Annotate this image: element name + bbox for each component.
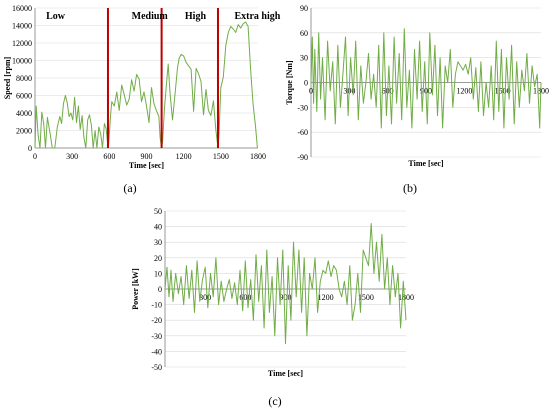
c-y-tick-label: 40 <box>154 223 162 232</box>
b-y-tick-label: 30 <box>300 54 308 63</box>
b-y-tick-label: 60 <box>300 29 308 38</box>
c-x-tick-label: 300 <box>199 293 211 302</box>
a-y-tick-label: 6000 <box>16 92 32 101</box>
a-y-tick-label: 8000 <box>16 74 32 83</box>
a-x-tick-label: 600 <box>103 152 115 161</box>
power-x-axis-label: Time [sec] <box>268 369 304 378</box>
a-x-tick-label: 1800 <box>250 152 266 161</box>
caption-c: (c) <box>268 394 281 408</box>
speed-x-tick-labels: 0 300 600 900 1200 1500 1800 <box>33 152 266 161</box>
caption-a: (a) <box>123 181 136 195</box>
c-y-tick-label: -10 <box>151 301 162 310</box>
c-x-tick-label: 1800 <box>398 293 414 302</box>
a-y-tick-label: 14000 <box>12 22 32 31</box>
b-y-tick-label: -90 <box>297 153 308 162</box>
speed-zone-labels: Low Medium High Extra high <box>46 11 281 22</box>
a-x-tick-label: 900 <box>141 152 153 161</box>
c-y-tick-label: 30 <box>154 238 162 247</box>
b-x-tick-label: 1200 <box>456 87 472 96</box>
c-y-tick-label: -50 <box>151 363 162 372</box>
b-y-tick-label: -60 <box>297 128 308 137</box>
b-y-tick-label: 90 <box>300 4 308 13</box>
c-y-tick-label: 50 <box>154 207 162 216</box>
speed-zone-dividers <box>106 8 219 148</box>
torque-y-tick-labels: -90 -60 -30 0 30 60 90 <box>297 4 308 162</box>
c-x-tick-label: 900 <box>280 293 292 302</box>
a-y-tick-label: 0 <box>28 144 32 153</box>
zone-label: Low <box>46 11 66 22</box>
power-chart: -50 -40 -30 -20 -10 0 10 20 30 40 50 300 600 900 1200… <box>131 207 414 408</box>
zone-label: High <box>185 11 207 22</box>
zone-label: Medium <box>132 11 169 22</box>
b-y-tick-label: 0 <box>304 79 308 88</box>
power-x-tick-labels: 300 600 900 1200 1500 1800 <box>199 293 414 302</box>
c-x-tick-label: 1200 <box>318 293 334 302</box>
a-y-tick-label: 10000 <box>12 57 32 66</box>
torque-y-axis-label: Torque [Nm] <box>285 60 294 105</box>
a-y-tick-label: 4000 <box>16 109 32 118</box>
c-y-tick-label: 10 <box>154 269 162 278</box>
a-y-tick-label: 2000 <box>16 127 32 136</box>
zone-label: Extra high <box>234 11 280 22</box>
c-x-tick-label: 600 <box>239 293 251 302</box>
b-x-tick-label: 0 <box>309 87 313 96</box>
c-y-tick-label: 20 <box>154 254 162 263</box>
speed-y-axis-label: Speed [rpm] <box>3 56 12 99</box>
a-x-tick-label: 0 <box>33 152 37 161</box>
a-y-tick-label: 12000 <box>12 39 32 48</box>
c-y-tick-label: -30 <box>151 332 162 341</box>
c-y-tick-label: 0 <box>158 285 162 294</box>
c-y-tick-label: -20 <box>151 316 162 325</box>
caption-b: (b) <box>403 181 417 195</box>
speed-series-line <box>34 21 258 149</box>
a-x-tick-label: 300 <box>66 152 78 161</box>
torque-series-line <box>310 28 542 129</box>
speed-axes <box>34 8 258 149</box>
speed-y-tick-labels: 0 2000 4000 6000 8000 10000 12000 14000 16000 <box>12 4 32 153</box>
c-x-tick-label: 1500 <box>358 293 374 302</box>
c-y-tick-label: -40 <box>151 347 162 356</box>
a-y-tick-label: 16000 <box>12 4 32 13</box>
power-y-tick-labels: -50 -40 -30 -20 -10 0 10 20 30 40 50 <box>151 207 162 372</box>
speed-gridlines <box>35 7 258 149</box>
torque-x-axis-label: Time [sec] <box>408 159 444 168</box>
power-series-line <box>164 223 407 345</box>
a-x-tick-label: 1200 <box>176 152 192 161</box>
a-x-tick-label: 1500 <box>213 152 229 161</box>
speed-chart: 0 2000 4000 6000 8000 10000 12000 14000 16000 0 3… <box>3 4 281 195</box>
b-y-tick-label: -30 <box>297 103 308 112</box>
power-y-axis-label: Power [kW] <box>131 268 140 310</box>
speed-x-axis-label: Time [sec] <box>129 161 165 170</box>
